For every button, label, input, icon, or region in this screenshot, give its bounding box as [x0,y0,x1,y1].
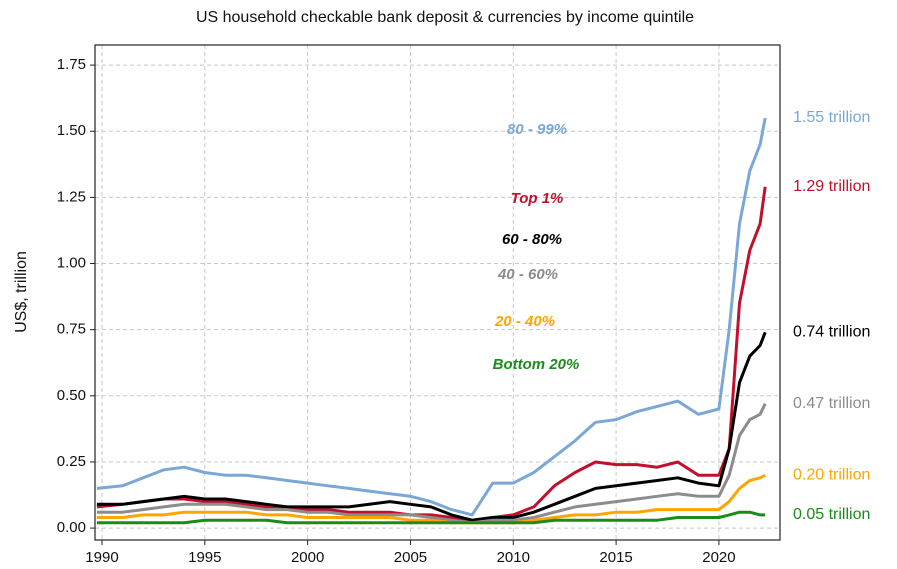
series-label: Bottom 20% [493,356,580,373]
series-label: 20 - 40% [494,313,555,330]
y-tick-label: 0.00 [57,519,86,536]
series-label: Top 1% [511,190,564,207]
y-tick-label: 0.25 [57,453,86,470]
x-tick-label: 2015 [599,549,632,566]
x-tick-label: 2020 [702,549,735,566]
end-label: 0.74 trillion [793,324,870,341]
series-label: 40 - 60% [497,266,558,283]
y-tick-label: 1.00 [57,254,86,271]
x-tick-label: 1990 [85,549,118,566]
x-tick-label: 2010 [497,549,530,566]
y-axis-label: US$, trillion [13,251,30,333]
line-layer [96,117,767,525]
y-tick-label: 0.50 [57,387,86,404]
end-label: 1.29 trillion [793,178,870,195]
series-line [96,117,767,517]
end-label: 0.20 trillion [793,466,870,483]
end-label: 0.47 trillion [793,395,870,412]
end-label: 0.05 trillion [793,506,870,523]
plot-frame [94,44,781,541]
series-line [96,510,766,525]
series-line [96,403,767,525]
y-tick-label: 1.50 [57,122,86,139]
chart-title: US household checkable bank deposit & cu… [196,9,694,26]
series-label: 60 - 80% [502,231,562,248]
grid-layer [95,45,780,540]
series-line [96,331,767,522]
end-label: 1.55 trillion [793,109,870,126]
x-tick-label: 2005 [394,549,427,566]
y-tick-label: 1.25 [57,188,86,205]
series-label: 80 - 99% [507,121,567,138]
y-tick-label: 0.75 [57,321,86,338]
x-tick-label: 2000 [291,549,324,566]
x-tick-label: 1995 [188,549,221,566]
y-tick-label: 1.75 [57,56,86,73]
